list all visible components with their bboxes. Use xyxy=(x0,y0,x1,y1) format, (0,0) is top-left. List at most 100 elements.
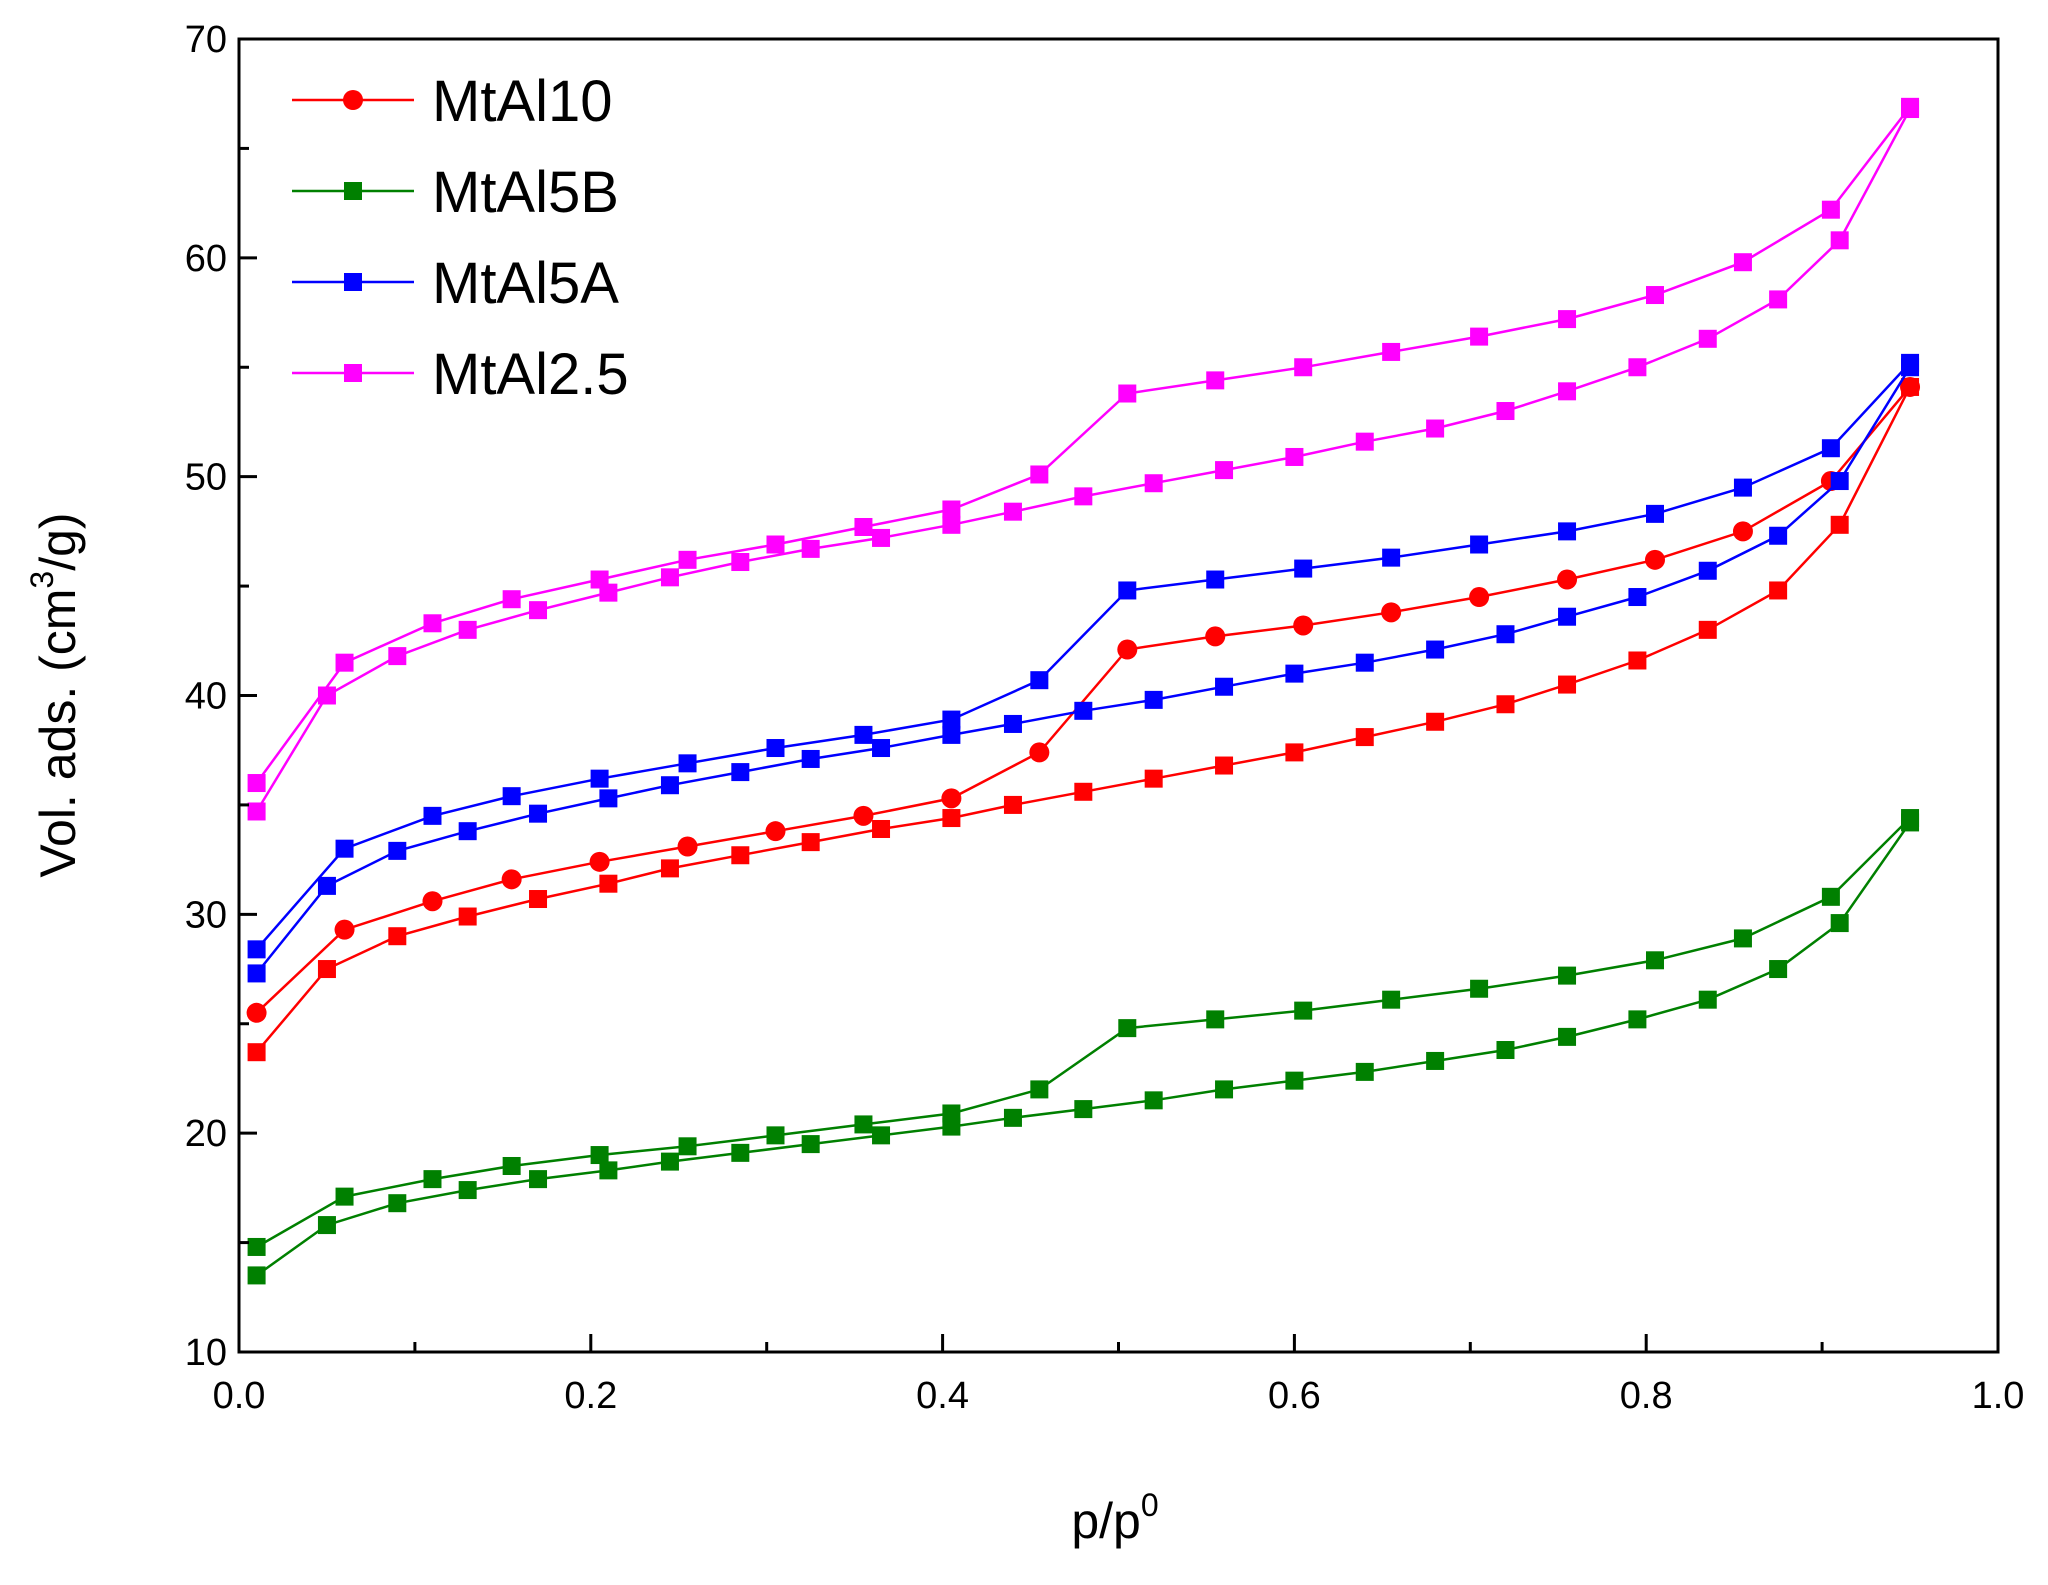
mtal5a-adsorption-point xyxy=(872,739,891,758)
mtal5a-desorption-point xyxy=(942,710,961,729)
mtal5a-adsorption-point xyxy=(317,876,336,895)
mtal5b-adsorption-point xyxy=(801,1135,820,1154)
mtal5a-adsorption-point xyxy=(247,964,266,983)
y-tick-label: 20 xyxy=(185,1113,227,1155)
mtal10-adsorption-point xyxy=(801,833,820,852)
mtal2-5-adsorption-point xyxy=(388,647,407,666)
legend-marker xyxy=(344,182,362,200)
mtal2-5-desorption-point xyxy=(502,590,521,609)
mtal5a-adsorption-point xyxy=(458,822,477,841)
mtal5b-desorption-point xyxy=(423,1170,442,1189)
mtal5b-desorption-point xyxy=(590,1146,609,1165)
mtal2-5-adsorption-point xyxy=(1285,447,1304,466)
mtal5a-adsorption-point xyxy=(1074,701,1093,720)
mtal5b-desorption-point xyxy=(1821,887,1840,906)
mtal5b-desorption-line xyxy=(255,817,1911,1249)
mtal5a-desorption-point xyxy=(1901,353,1920,372)
x-axis-title: p/p0 xyxy=(1071,1487,1158,1549)
mtal5a-adsorption-point xyxy=(942,725,961,744)
mtal2-5-desorption-point xyxy=(1821,200,1840,219)
mtal5b-adsorption-point xyxy=(388,1194,407,1213)
mtal5a-adsorption-point xyxy=(1215,677,1234,696)
mtal5b-adsorption-point xyxy=(1144,1091,1163,1110)
mtal2-5-adsorption-point xyxy=(1215,461,1234,480)
mtal5a-adsorption-point xyxy=(1355,653,1374,672)
mtal10-adsorption-point xyxy=(1628,651,1647,670)
mtal2-5-adsorption-point xyxy=(1628,358,1647,377)
mtal5a-desorption-point xyxy=(1470,535,1489,554)
mtal10-adsorption-point xyxy=(599,874,618,893)
mtal5b-adsorption-point xyxy=(317,1216,336,1235)
mtal5b-adsorption-point xyxy=(1003,1108,1022,1127)
legend-marker xyxy=(344,273,362,291)
mtal5a-desorption-point xyxy=(1294,559,1313,578)
mtal2-5-adsorption-point xyxy=(1769,290,1788,309)
legend: MtAl10 MtAl5B MtAl5A MtAl2.5 xyxy=(292,69,629,407)
mtal10-desorption-point xyxy=(1644,549,1665,570)
mtal5a-adsorption-point xyxy=(1830,472,1849,491)
mtal10-adsorption-point xyxy=(1144,769,1163,788)
y-tick-label: 40 xyxy=(185,676,227,718)
mtal10-adsorption-point xyxy=(1355,728,1374,747)
mtal2-5-desorption-point xyxy=(423,614,442,633)
mtal5a-adsorption-point xyxy=(1698,561,1717,580)
mtal2-5-adsorption-point xyxy=(872,528,891,547)
mtal2-5-adsorption-point xyxy=(458,620,477,639)
legend-label: MtAl2.5 xyxy=(432,342,629,407)
legend-item-mtal5b: MtAl5B xyxy=(292,160,619,225)
mtal10-desorption-point xyxy=(1205,626,1226,647)
mtal5b-adsorption-point xyxy=(1074,1100,1093,1119)
mtal2-5-desorption-point xyxy=(1206,371,1225,390)
mtal10-desorption-point xyxy=(334,919,355,940)
mtal5b-desorption-point xyxy=(1294,1001,1313,1020)
mtal5a-adsorption-point xyxy=(1003,714,1022,733)
mtal10-desorption-point xyxy=(1732,521,1753,542)
series-mtal5b xyxy=(247,809,1920,1285)
mtal2-5-adsorption-point xyxy=(1830,231,1849,250)
mtal5b-desorption-point xyxy=(854,1115,873,1134)
x-tick-label: 0.0 xyxy=(213,1375,266,1417)
mtal10-desorption-point xyxy=(1117,639,1138,660)
y-axis-title: Vol. ads. (cm3/g) xyxy=(24,512,86,877)
mtal10-desorption-point xyxy=(246,1002,267,1023)
mtal10-adsorption-point xyxy=(1558,675,1577,694)
mtal10-adsorption-point xyxy=(529,890,548,909)
mtal5b-desorption-point xyxy=(1733,929,1752,948)
mtal10-adsorption-point xyxy=(731,846,750,865)
mtal10-adsorption-point xyxy=(1285,743,1304,762)
mtal5a-desorption-point xyxy=(854,725,873,744)
mtal2-5-desorption-point xyxy=(1382,342,1401,361)
mtal2-5-desorption-line xyxy=(255,106,1911,784)
mtal5a-adsorption-point xyxy=(1285,664,1304,683)
mtal5b-adsorption-point xyxy=(1628,1010,1647,1029)
mtal2-5-adsorption-point xyxy=(1558,382,1577,401)
mtal2-5-adsorption-point xyxy=(801,539,820,558)
mtal2-5-desorption-point xyxy=(854,517,873,536)
y-axis-title-post: /g) xyxy=(30,512,86,570)
mtal5b-adsorption-point xyxy=(660,1152,679,1171)
mtal10-desorption-point xyxy=(941,788,962,809)
mtal10-adsorption-point xyxy=(1215,756,1234,775)
y-tick-label: 10 xyxy=(185,1332,227,1374)
mtal5b-desorption-point xyxy=(1118,1019,1137,1038)
mtal5b-desorption-point xyxy=(1558,966,1577,985)
mtal10-adsorption-point xyxy=(1496,695,1515,714)
mtal2-5-adsorption-point xyxy=(247,802,266,821)
mtal5a-desorption-point xyxy=(678,754,697,773)
mtal5a-adsorption-point xyxy=(1144,690,1163,709)
x-axis-title-superscript: 0 xyxy=(1141,1487,1159,1523)
series-mtal10 xyxy=(246,376,1921,1062)
mtal5b-adsorption-point xyxy=(1698,990,1717,1009)
mtal5a-adsorption-point xyxy=(529,804,548,823)
mtal10-desorption-point xyxy=(1293,615,1314,636)
legend-marker xyxy=(343,90,363,110)
mtal2-5-desorption-point xyxy=(942,500,961,519)
mtal2-5-desorption-point xyxy=(1294,358,1313,377)
mtal10-desorption-point xyxy=(677,836,698,857)
mtal10-desorption-point xyxy=(1900,376,1921,397)
mtal10-adsorption-point xyxy=(317,960,336,979)
mtal10-desorption-point xyxy=(1381,602,1402,623)
mtal5a-adsorption-point xyxy=(1496,625,1515,644)
mtal2-5-desorption-point xyxy=(335,653,354,672)
